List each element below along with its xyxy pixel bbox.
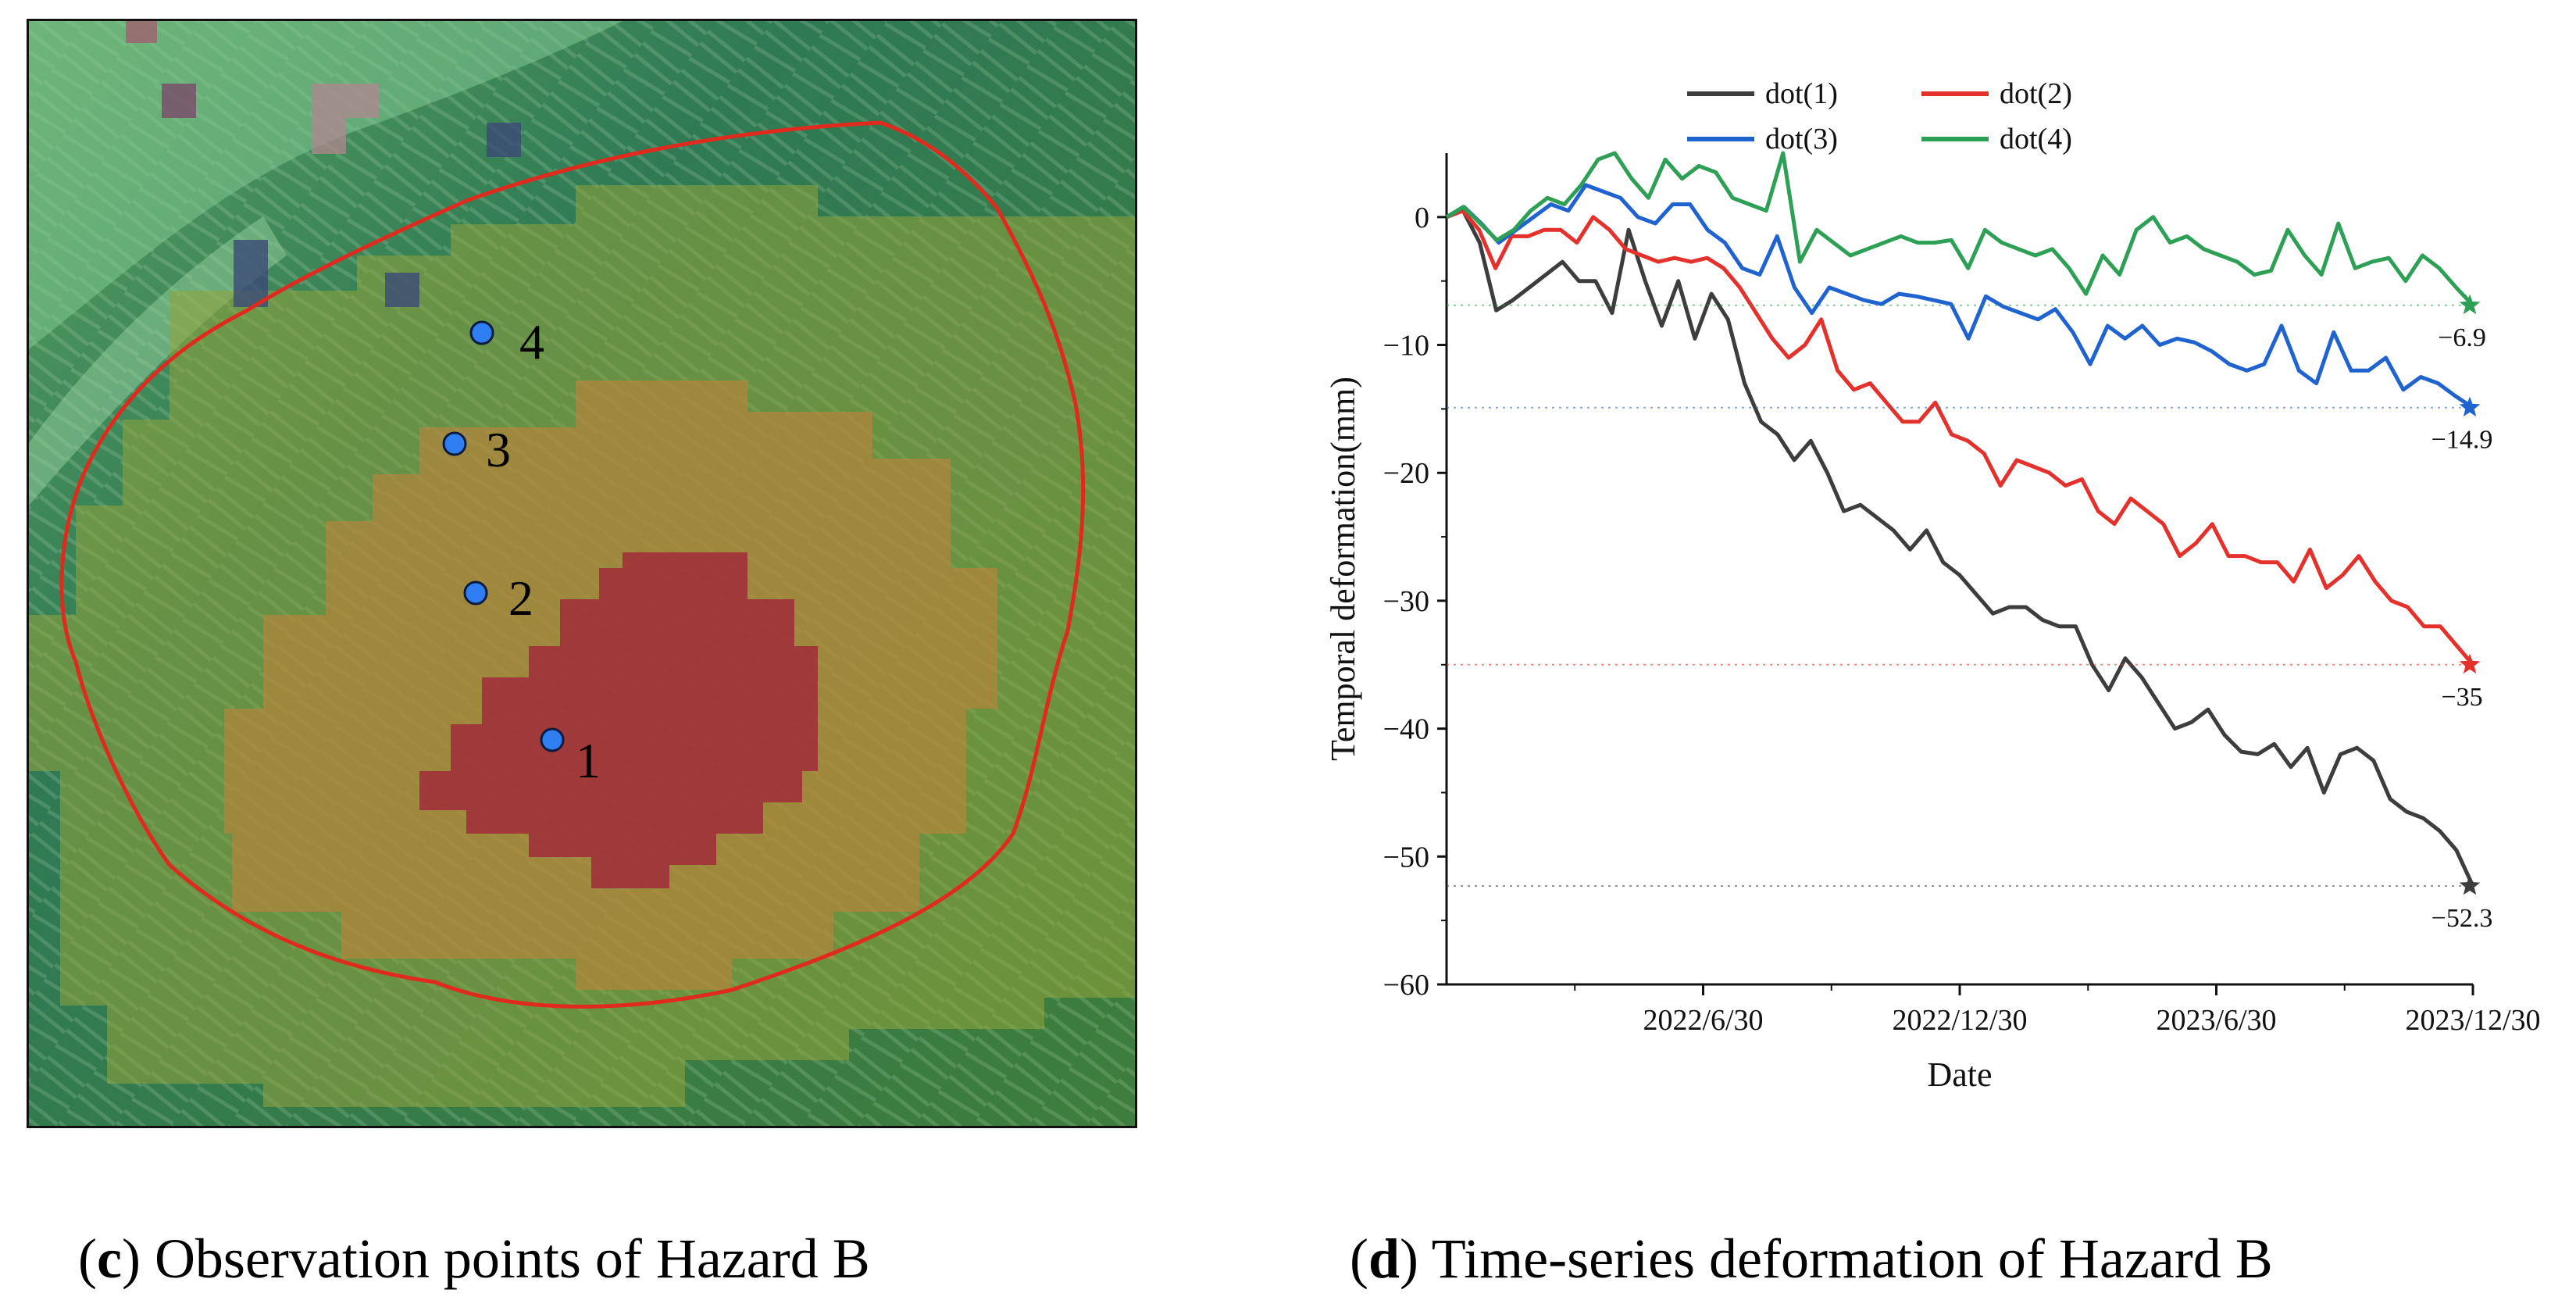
legend-label-1: dot(1) bbox=[1765, 77, 1838, 110]
end-label-3: −14.9 bbox=[2432, 426, 2493, 455]
hazard-boundary bbox=[59, 120, 1086, 1009]
point-label-3: 3 bbox=[486, 422, 511, 477]
observation-point-4: 4 bbox=[469, 314, 544, 370]
series-line-1 bbox=[1446, 209, 2475, 888]
deformation-pixel bbox=[385, 273, 419, 307]
point-label-2: 2 bbox=[508, 570, 533, 626]
caption-d-letter: d bbox=[1368, 1227, 1400, 1290]
deformation-pixel bbox=[312, 84, 379, 118]
plot-area: 0 −10 −20 −30 −40 −50 −60 2022/6/30 2022/12/30 20… bbox=[1383, 151, 2541, 1037]
caption-d-text: Time-series deformation of Hazard B bbox=[1431, 1227, 2273, 1290]
series-line-2 bbox=[1446, 209, 2474, 666]
point-label-1: 1 bbox=[576, 733, 601, 788]
observation-point-2: 2 bbox=[463, 570, 533, 626]
deformation-pixel bbox=[162, 84, 196, 118]
caption-c-letter: c bbox=[96, 1227, 122, 1290]
high-deformation-zone bbox=[419, 552, 818, 888]
y-tick-label: −10 bbox=[1383, 330, 1429, 363]
x-tick-label: 2022/12/30 bbox=[1892, 1004, 2027, 1037]
x-tick-label: 2023/12/30 bbox=[2405, 1004, 2540, 1037]
map-image: 1 2 3 4 bbox=[29, 21, 1135, 1126]
observation-point-3: 3 bbox=[442, 422, 511, 477]
y-tick-label: −60 bbox=[1383, 969, 1429, 1002]
end-star-3 bbox=[2459, 396, 2481, 417]
legend-label-2: dot(2) bbox=[2000, 77, 2072, 110]
y-tick-label: −40 bbox=[1383, 713, 1429, 746]
y-axis-title: Temporal deformation(mm) bbox=[1324, 377, 1362, 761]
end-star-1 bbox=[2459, 875, 2481, 895]
y-tick-label: −50 bbox=[1383, 841, 1429, 873]
deformation-chart: dot(1) dot(2) dot(3) dot(4) 0 −10 −20 −30 −40 −5… bbox=[1324, 77, 2541, 1094]
end-label-4: −6.9 bbox=[2438, 323, 2486, 352]
deformation-pixel bbox=[312, 118, 346, 154]
y-tick-label: −30 bbox=[1383, 585, 1429, 618]
caption-c-text: Observation points of Hazard B bbox=[154, 1227, 870, 1290]
deformation-chart-panel: dot(1) dot(2) dot(3) dot(4) 0 −10 −20 −30 −40 −5… bbox=[1281, 47, 2576, 1125]
deformation-pixel bbox=[487, 123, 521, 157]
end-label-2: −35 bbox=[2441, 683, 2482, 712]
series-line-3 bbox=[1445, 183, 2474, 409]
end-label-1: −52.3 bbox=[2432, 904, 2493, 933]
caption-c: (c) Observation points of Hazard B bbox=[78, 1227, 870, 1290]
deformation-pixel bbox=[234, 240, 268, 307]
end-star-2 bbox=[2459, 653, 2481, 674]
observation-map: 1 2 3 4 bbox=[27, 19, 1137, 1128]
deformation-pixel bbox=[126, 21, 157, 43]
point-label-4: 4 bbox=[519, 314, 544, 370]
end-star-4 bbox=[2459, 294, 2481, 315]
x-tick-label: 2023/6/30 bbox=[2156, 1004, 2276, 1037]
y-tick-label: 0 bbox=[1415, 202, 1429, 234]
y-tick-label: −20 bbox=[1383, 457, 1429, 490]
series-line-4 bbox=[1445, 151, 2474, 307]
observation-point-1: 1 bbox=[540, 727, 601, 788]
legend-label-3: dot(3) bbox=[1765, 123, 1838, 155]
x-tick-label: 2022/6/30 bbox=[1643, 1004, 1763, 1037]
chart-legend: dot(1) dot(2) dot(3) dot(4) bbox=[1687, 77, 2072, 155]
caption-d: (d) Time-series deformation of Hazard B bbox=[1350, 1227, 2273, 1290]
x-axis-title: Date bbox=[1927, 1056, 1992, 1094]
legend-label-4: dot(4) bbox=[2000, 123, 2072, 155]
